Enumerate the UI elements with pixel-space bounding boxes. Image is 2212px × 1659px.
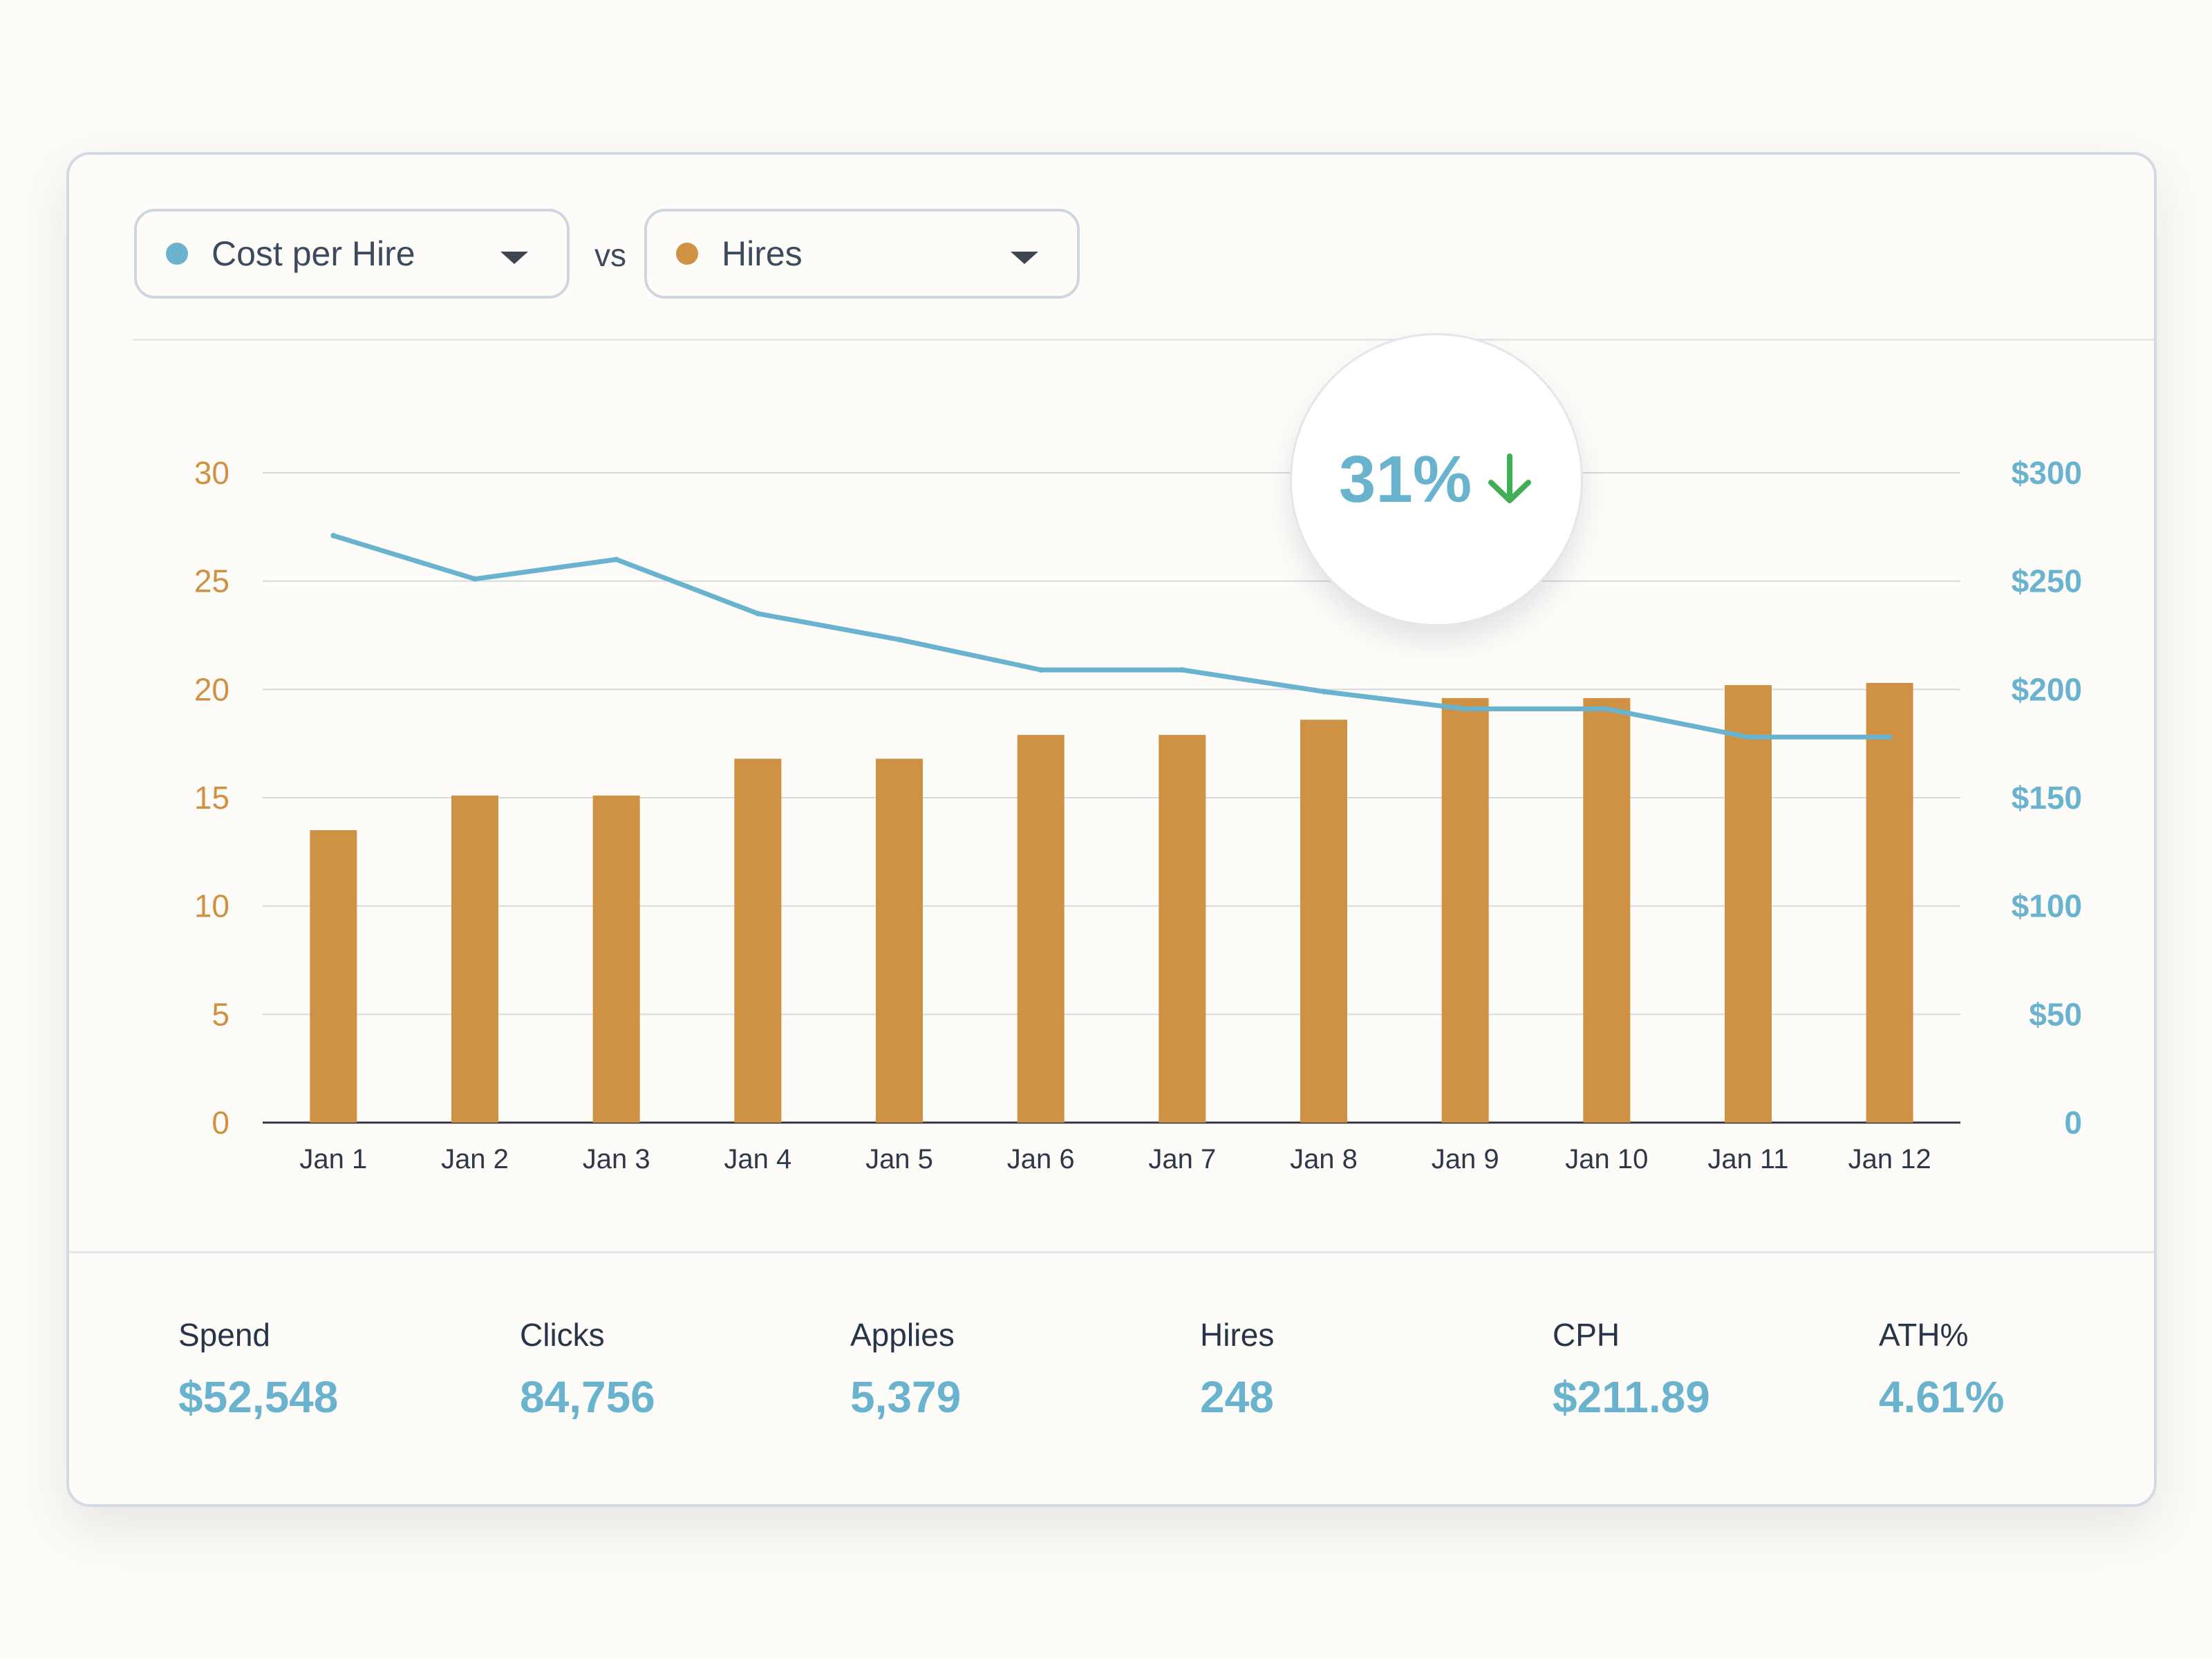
secondary-metric-dot: [676, 243, 698, 265]
left-axis-tick: 30: [194, 455, 229, 491]
stats-divider: [69, 1251, 2154, 1253]
primary-metric-label: Cost per Hire: [212, 234, 415, 273]
right-axis-tick: 0: [2064, 1105, 2082, 1141]
chevron-down-icon: [1011, 252, 1038, 264]
arrow-down-icon: [1488, 453, 1532, 503]
bar-hires: [1866, 682, 1913, 1123]
point-cost-per-hire: [613, 556, 619, 563]
stat-label: ATH%: [1879, 1317, 1969, 1353]
left-axis-tick: 15: [194, 780, 229, 816]
stat-label: Spend: [178, 1317, 271, 1353]
point-cost-per-hire: [1321, 688, 1327, 695]
stat-spend: Spend $52,548: [178, 1316, 338, 1423]
bar-hires: [451, 795, 498, 1123]
point-cost-per-hire: [330, 532, 337, 538]
stat-value: 248: [1200, 1372, 1274, 1422]
point-cost-per-hire: [897, 637, 902, 643]
bar-hires: [1725, 685, 1772, 1123]
point-cost-per-hire: [1179, 667, 1185, 673]
change-badge: 31%: [1290, 333, 1583, 626]
stat-value: 84,756: [520, 1372, 655, 1422]
stat-value: $211.89: [1553, 1372, 1710, 1422]
bar-hires: [1583, 697, 1631, 1123]
stat-cph: CPH $211.89: [1553, 1316, 1710, 1423]
chart-card: Cost per Hire vs Hires 0 5 10 15 20 25 30 0 $50 $…: [66, 152, 2157, 1507]
stat-value: $52,548: [178, 1372, 339, 1422]
x-axis-tick: Jan 11: [1707, 1144, 1788, 1174]
x-axis-tick: Jan 2: [441, 1144, 509, 1174]
point-cost-per-hire: [472, 576, 478, 582]
stat-value: 4.61%: [1879, 1372, 2005, 1422]
bar-hires: [592, 795, 640, 1123]
bar-hires: [1017, 735, 1065, 1123]
secondary-metric-dropdown[interactable]: Hires: [644, 209, 1080, 299]
vs-label: vs: [594, 237, 626, 273]
point-cost-per-hire: [1886, 734, 1893, 740]
left-axis-tick: 0: [212, 1105, 229, 1141]
x-axis-tick: Jan 6: [1007, 1144, 1075, 1174]
x-axis-tick: Jan 4: [724, 1144, 791, 1174]
stat-ath: ATH% 4.61%: [1879, 1316, 2004, 1423]
bar-hires: [1159, 735, 1206, 1123]
bar-hires: [1441, 697, 1489, 1123]
primary-metric-dropdown[interactable]: Cost per Hire: [134, 209, 570, 299]
line-cost-per-hire: [330, 533, 1893, 740]
stat-value: 5,379: [850, 1372, 962, 1422]
right-axis-tick: $100: [2012, 888, 2082, 924]
x-axis-tick: Jan 10: [1565, 1144, 1648, 1174]
stat-label: Hires: [1200, 1317, 1275, 1353]
x-axis-tick: Jan 3: [583, 1144, 650, 1174]
right-axis-tick: $300: [2012, 455, 2082, 491]
right-axis-tick: $200: [2012, 671, 2082, 707]
stat-applies: Applies 5,379: [850, 1316, 961, 1423]
stat-label: CPH: [1553, 1317, 1620, 1353]
right-axis-tick: $50: [2029, 996, 2082, 1032]
point-cost-per-hire: [755, 610, 761, 617]
x-axis-tick: Jan 8: [1290, 1144, 1358, 1174]
combo-chart: 0 5 10 15 20 25 30 0 $50 $100 $150 $200 $250 $300 Jan …: [194, 455, 2082, 1174]
point-cost-per-hire: [1604, 706, 1610, 712]
x-axis-tick: Jan 1: [299, 1144, 367, 1174]
point-cost-per-hire: [1462, 706, 1468, 712]
header-divider: [133, 339, 2154, 341]
point-cost-per-hire: [1038, 667, 1044, 673]
change-value: 31%: [1338, 442, 1472, 516]
x-axis-tick: Jan 7: [1148, 1144, 1216, 1174]
left-axis-tick: 25: [194, 563, 229, 599]
bar-hires: [734, 758, 782, 1123]
point-cost-per-hire: [1745, 734, 1751, 740]
right-axis-tick: $150: [2012, 780, 2082, 816]
chevron-down-icon: [500, 252, 528, 264]
x-axis-tick: Jan 12: [1848, 1144, 1931, 1174]
bar-hires: [1300, 720, 1347, 1123]
stat-label: Clicks: [520, 1317, 605, 1353]
stat-hires: Hires 248: [1200, 1316, 1274, 1423]
secondary-metric-label: Hires: [722, 234, 803, 273]
primary-metric-dot: [166, 243, 188, 265]
bar-hires: [876, 758, 923, 1123]
stat-clicks: Clicks 84,756: [520, 1316, 655, 1423]
left-axis-tick: 5: [212, 996, 229, 1032]
left-axis-tick: 10: [194, 888, 229, 924]
x-axis-tick: Jan 5: [865, 1144, 933, 1174]
right-axis-tick: $250: [2012, 563, 2082, 599]
stat-label: Applies: [850, 1317, 955, 1353]
x-axis-tick: Jan 9: [1432, 1144, 1499, 1174]
bar-hires: [310, 830, 357, 1123]
left-axis-tick: 20: [194, 671, 229, 707]
